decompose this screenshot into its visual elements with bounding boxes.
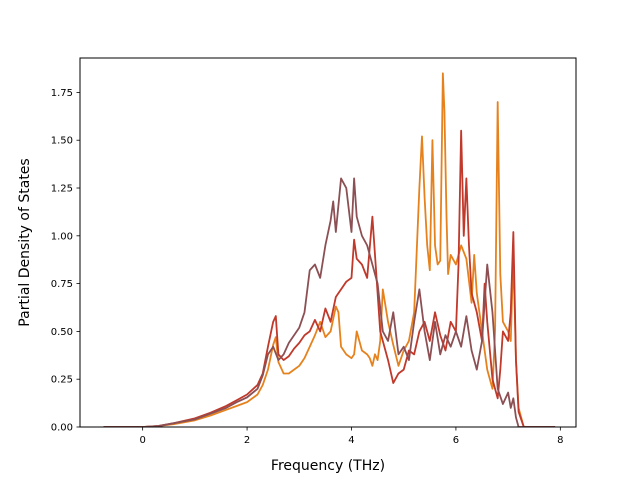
y-tick-label: 0.50 — [51, 327, 73, 338]
x-tick-label: 4 — [348, 435, 354, 446]
x-axis-ticks: 0 2 4 6 8 — [139, 427, 564, 446]
x-tick-label: 0 — [139, 435, 145, 446]
y-tick-label: 0.00 — [51, 423, 73, 434]
y-tick-label: 1.50 — [51, 136, 73, 147]
series-line-1 — [103, 129, 556, 427]
plot-frame — [79, 57, 577, 428]
y-tick-label: 0.25 — [51, 375, 73, 386]
x-tick-label: 2 — [244, 435, 250, 446]
series-line-2 — [103, 177, 556, 427]
series-line-0 — [103, 72, 556, 427]
y-tick-label: 1.25 — [51, 184, 73, 195]
y-tick-label: 0.75 — [51, 279, 73, 290]
y-axis-label: Partial Density of States — [17, 158, 33, 326]
y-tick-label: 1.75 — [51, 88, 73, 99]
series-layer — [103, 72, 556, 427]
y-axis-ticks: 0.00 0.25 0.50 0.75 1.00 1.25 1.50 1.75 — [51, 88, 80, 434]
x-tick-label: 8 — [557, 435, 563, 446]
y-tick-label: 1.00 — [51, 231, 73, 242]
x-axis-label: Frequency (THz) — [271, 458, 385, 474]
x-tick-label: 6 — [453, 435, 459, 446]
